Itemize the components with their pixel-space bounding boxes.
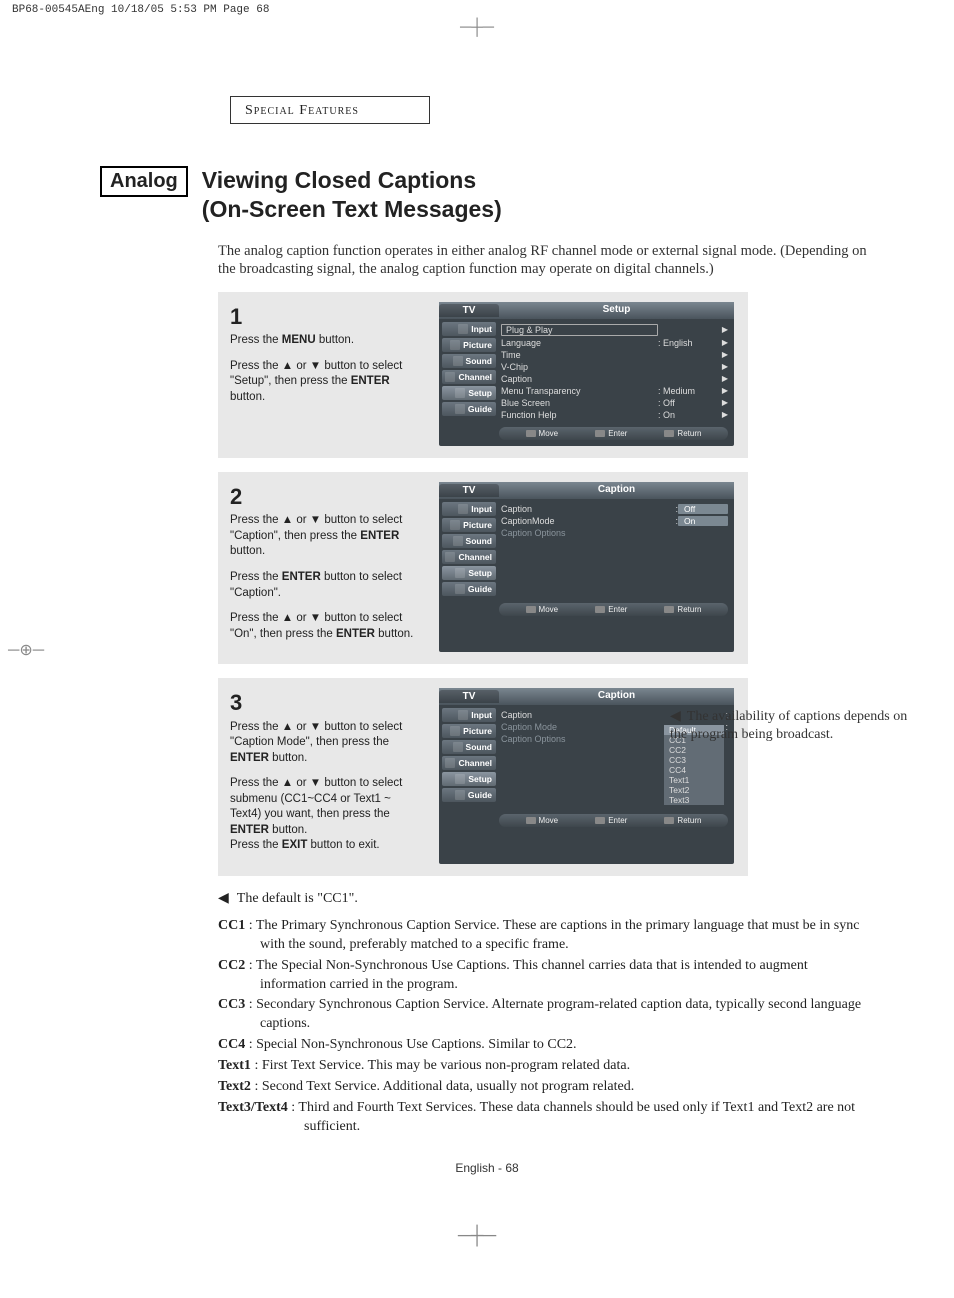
osd-footer-hint: Move: [526, 605, 559, 614]
osd-menu-row: Plug & Play▶: [501, 323, 728, 337]
osd-side-tab: Guide: [442, 402, 496, 416]
osd-menu-row: Time▶: [501, 349, 728, 361]
osd-title: Caption: [499, 484, 734, 497]
osd-menu-row: Caption▶: [501, 373, 728, 385]
crop-mark-bottom: ─┼─: [0, 1225, 954, 1246]
section-title: Special Features: [245, 103, 359, 118]
osd-side-tab: Setup: [442, 386, 496, 400]
triangle-left-icon: ◀: [218, 891, 229, 906]
step-instruction: Press the ▲ or ▼ button to select "Capti…: [230, 720, 425, 767]
title-row: Analog Viewing Closed Captions (On-Scree…: [100, 166, 874, 224]
osd-footer-hint: Return: [664, 429, 701, 438]
osd-side-tab: Setup: [442, 566, 496, 580]
main-title: Viewing Closed Captions (On-Screen Text …: [202, 166, 502, 224]
osd-footer-hint: Enter: [595, 605, 627, 614]
step-instruction: Press the ▲ or ▼ button to select "On", …: [230, 611, 425, 642]
title-line1: Viewing Closed Captions: [202, 166, 502, 195]
definitions-list: CC1 : The Primary Synchronous Caption Se…: [218, 917, 874, 1137]
osd-dropdown-option: CC3: [664, 755, 724, 765]
crop-mark-top: ─┼─: [0, 20, 954, 36]
title-line2: (On-Screen Text Messages): [202, 195, 502, 224]
definition-item: Text3/Text4 : Third and Fourth Text Serv…: [218, 1099, 874, 1137]
osd-side-tab: Picture: [442, 518, 496, 532]
osd-side-tab: Channel: [442, 370, 496, 384]
osd-tab-label: TV: [439, 484, 499, 497]
definition-item: Text2 : Second Text Service. Additional …: [218, 1078, 874, 1097]
triangle-left-icon: ◀: [670, 708, 681, 726]
osd-menu-row: Language: English▶: [501, 337, 728, 349]
step-instruction: Press the ▲ or ▼ button to select "Capti…: [230, 513, 425, 560]
side-note-text: The availability of captions depends on …: [670, 709, 907, 742]
default-note-text: The default is "CC1".: [237, 891, 358, 906]
osd-dropdown-option: Text1: [664, 775, 724, 785]
step-instruction: Press the ▲ or ▼ button to select "Setup…: [230, 359, 425, 406]
registration-mark: ─⊕─: [8, 640, 44, 660]
osd-tab-label: TV: [439, 690, 499, 703]
osd-footer-hint: Enter: [595, 816, 627, 825]
osd-side-tab: Input: [442, 502, 496, 516]
osd-title: Setup: [499, 304, 734, 317]
osd-side-tab: Input: [442, 322, 496, 336]
osd-side-tab: Sound: [442, 354, 496, 368]
osd-title: Caption: [499, 690, 734, 703]
osd-footer-hint: Enter: [595, 429, 627, 438]
analog-badge: Analog: [100, 166, 188, 197]
osd-side-tab: Channel: [442, 550, 496, 564]
step-number: 2: [230, 482, 425, 512]
step-instruction: Press the EXIT button to exit.: [230, 838, 425, 854]
osd-screenshot: TVSetupInputPictureSoundChannelSetupGuid…: [439, 302, 734, 446]
section-header-box: Special Features: [230, 96, 430, 124]
osd-menu-row: Menu Transparency: Medium▶: [501, 385, 728, 397]
osd-dropdown-option: Text2: [664, 785, 724, 795]
osd-footer-hint: Return: [664, 816, 701, 825]
default-note: ◀ The default is "CC1".: [218, 890, 874, 907]
definition-item: Text1 : First Text Service. This may be …: [218, 1057, 874, 1076]
osd-side-tab: Guide: [442, 582, 496, 596]
step-instruction: Press the MENU button.: [230, 333, 425, 349]
osd-side-tab: Picture: [442, 338, 496, 352]
osd-menu-row: Caption Options: [501, 527, 728, 539]
osd-footer: Move Enter Return: [499, 427, 728, 440]
osd-footer-hint: Move: [526, 816, 559, 825]
page-content: Special Features Analog Viewing Closed C…: [0, 36, 954, 1195]
print-header: BP68-00545AEng 10/18/05 5:53 PM Page 68: [0, 0, 954, 20]
definition-item: CC3 : Secondary Synchronous Caption Serv…: [218, 996, 874, 1034]
osd-menu-row: Caption:Off: [501, 503, 728, 515]
osd-menu-row: V-Chip▶: [501, 361, 728, 373]
step-block-2: 2Press the ▲ or ▼ button to select "Capt…: [218, 472, 748, 664]
osd-side-tab: Sound: [442, 534, 496, 548]
osd-tab-label: TV: [439, 304, 499, 317]
osd-side-tab: Guide: [442, 788, 496, 802]
osd-side-tab: Setup: [442, 772, 496, 786]
intro-paragraph: The analog caption function operates in …: [218, 242, 874, 278]
osd-dropdown-option: CC4: [664, 765, 724, 775]
side-note: ◀The availability of captions depends on…: [670, 708, 920, 743]
osd-menu-row: Blue Screen: Off▶: [501, 397, 728, 409]
step-number: 3: [230, 688, 425, 718]
definition-item: CC4 : Special Non-Synchronous Use Captio…: [218, 1036, 874, 1055]
osd-side-tab: Picture: [442, 724, 496, 738]
osd-side-tab: Input: [442, 708, 496, 722]
definition-item: CC1 : The Primary Synchronous Caption Se…: [218, 917, 874, 955]
step-block-1: 1Press the MENU button. Press the ▲ or ▼ …: [218, 292, 748, 458]
step-number: 1: [230, 302, 425, 332]
definition-item: CC2 : The Special Non-Synchronous Use Ca…: [218, 957, 874, 995]
page-footer: English - 68: [100, 1161, 874, 1175]
step-instruction: Press the ▲ or ▼ button to select submen…: [230, 776, 425, 838]
osd-footer: Move Enter Return: [499, 603, 728, 616]
osd-footer: Move Enter Return: [499, 814, 728, 827]
osd-dropdown-option: CC2: [664, 745, 724, 755]
step-instruction: Press the ENTER button to select "Captio…: [230, 570, 425, 601]
osd-footer-hint: Move: [526, 429, 559, 438]
osd-side-tab: Sound: [442, 740, 496, 754]
osd-menu-row: Function Help: On▶: [501, 409, 728, 421]
osd-footer-hint: Return: [664, 605, 701, 614]
osd-dropdown-option: Text3: [664, 795, 724, 805]
step-block-3: 3Press the ▲ or ▼ button to select "Capt…: [218, 678, 748, 876]
osd-screenshot: TVCaptionInput Picture Sound Channel Setup Gu…: [439, 482, 734, 652]
osd-menu-row: CaptionMode:On: [501, 515, 728, 527]
osd-side-tab: Channel: [442, 756, 496, 770]
